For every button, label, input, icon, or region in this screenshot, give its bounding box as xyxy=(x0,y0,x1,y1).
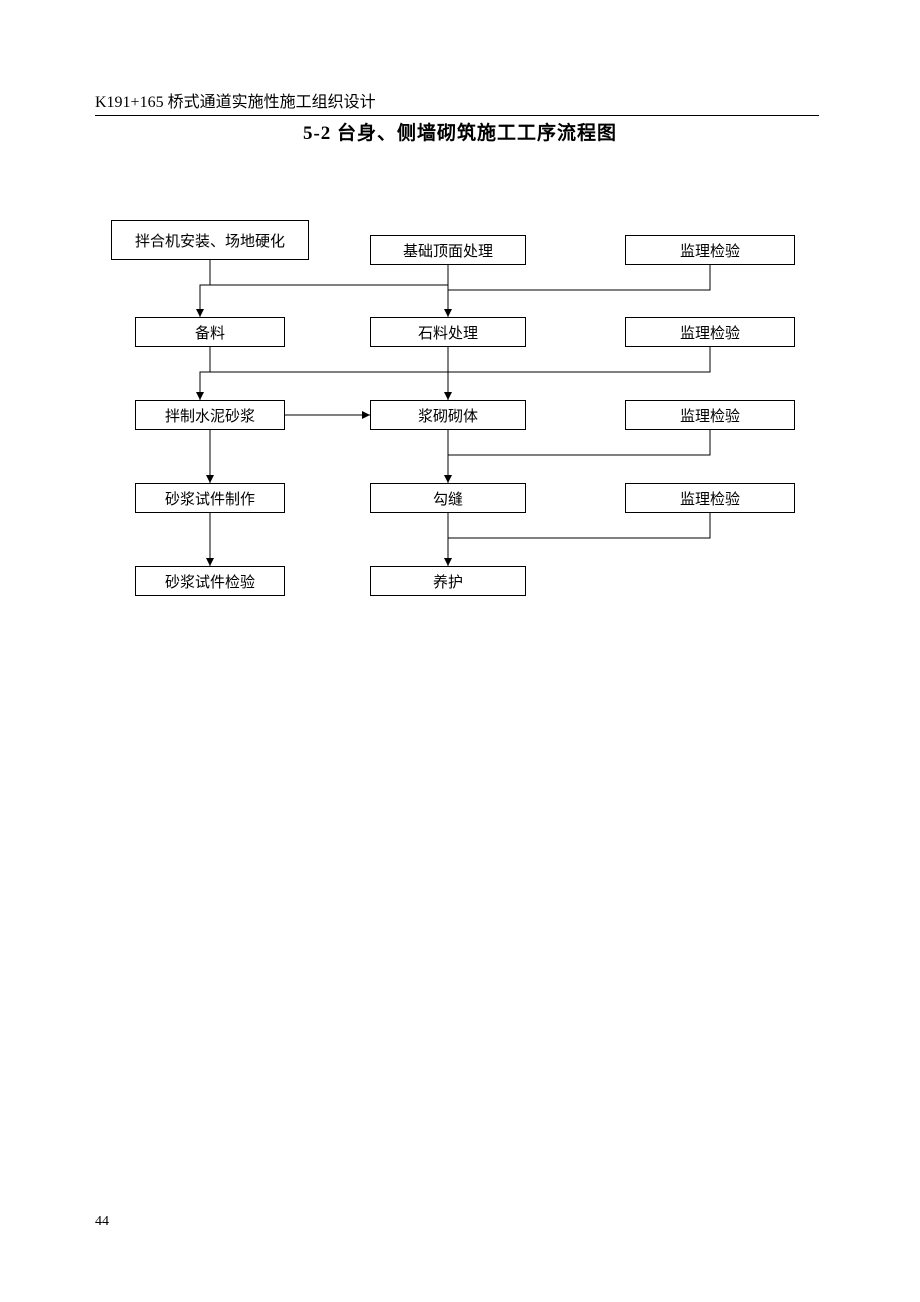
flow-node-b2: 石料处理 xyxy=(370,317,526,347)
flow-node-b4: 勾缝 xyxy=(370,483,526,513)
flow-node-c3: 监理检验 xyxy=(625,400,795,430)
diagram-title: 5-2 台身、侧墙砌筑施工工序流程图 xyxy=(0,118,920,145)
flow-node-a4: 砂浆试件制作 xyxy=(135,483,285,513)
flowchart: 拌合机安装、场地硬化基础顶面处理监理检验备料石料处理监理检验拌制水泥砂浆浆砌砌体… xyxy=(95,195,819,695)
page-header: K191+165 桥式通道实施性施工组织设计 xyxy=(95,88,819,116)
flow-node-c1: 监理检验 xyxy=(625,235,795,265)
flow-node-b3: 浆砌砌体 xyxy=(370,400,526,430)
flow-node-a5: 砂浆试件检验 xyxy=(135,566,285,596)
flow-node-c2: 监理检验 xyxy=(625,317,795,347)
flowchart-edges xyxy=(95,195,819,695)
flow-node-b1: 基础顶面处理 xyxy=(370,235,526,265)
flow-node-a3: 拌制水泥砂浆 xyxy=(135,400,285,430)
flow-node-c4: 监理检验 xyxy=(625,483,795,513)
page-number: 44 xyxy=(95,1214,109,1230)
flow-node-a1: 拌合机安装、场地硬化 xyxy=(111,220,309,260)
flow-node-a2: 备料 xyxy=(135,317,285,347)
flow-node-b5: 养护 xyxy=(370,566,526,596)
